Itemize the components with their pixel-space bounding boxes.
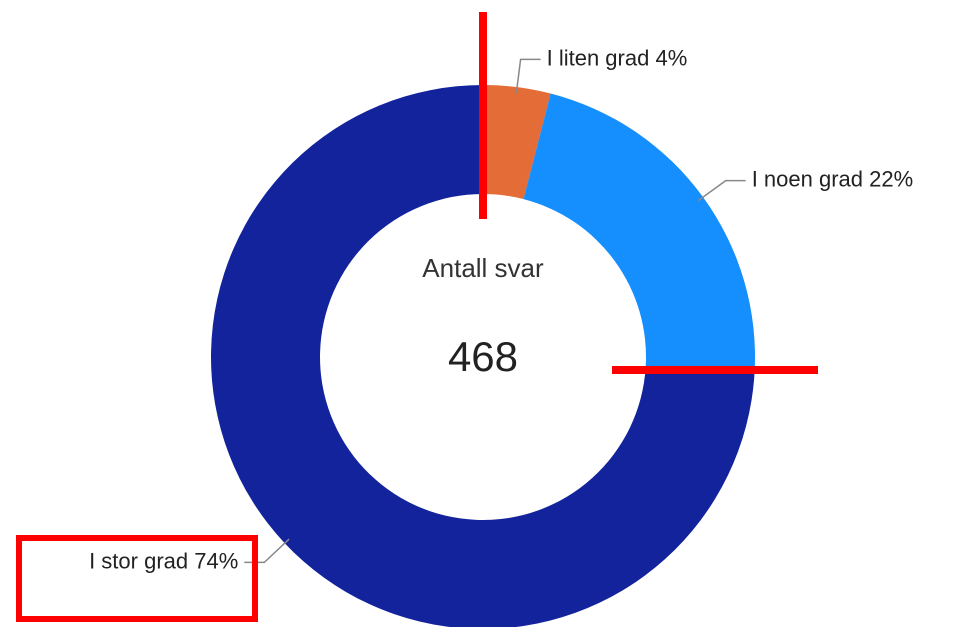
labels: I liten grad 4% I noen grad 22% I stor gra… <box>89 45 913 573</box>
center-label: Antall svar <box>422 253 544 283</box>
slice-label: I liten grad 4% <box>547 45 688 70</box>
value-label: 74% <box>194 548 238 573</box>
value-label: 22% <box>869 166 913 191</box>
category-label: I noen grad <box>752 166 863 191</box>
slice <box>523 93 755 375</box>
category-label: I liten grad <box>547 45 650 70</box>
slice <box>211 85 755 627</box>
leader-line <box>244 538 290 564</box>
center-value: 468 <box>448 333 518 380</box>
category-label: I stor grad <box>89 548 188 573</box>
value-label: 4% <box>655 45 687 70</box>
slice-label: I stor grad 74% <box>89 548 238 573</box>
slice-label: I noen grad 22% <box>752 166 913 191</box>
leader-line <box>515 58 541 94</box>
annotation-box <box>16 535 258 622</box>
donut <box>211 85 755 627</box>
leader-line <box>697 179 746 202</box>
slice <box>483 85 551 200</box>
